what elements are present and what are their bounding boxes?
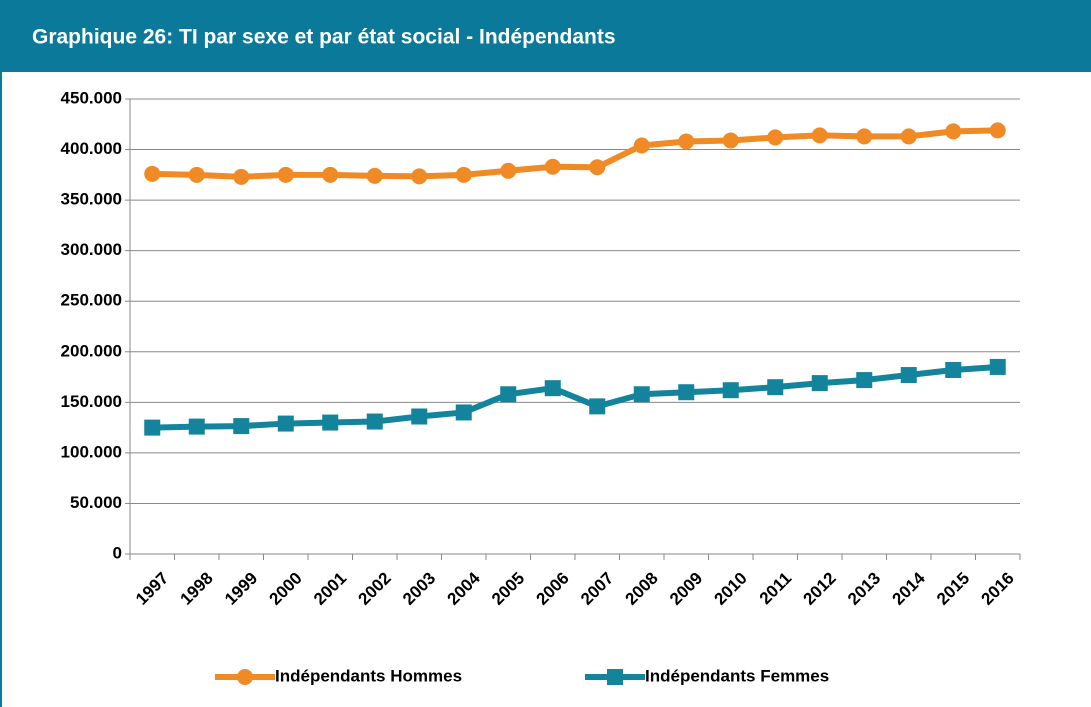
marker [589,159,606,176]
marker [144,165,161,182]
marker [767,379,784,396]
marker [856,128,873,145]
x-tick-label: 2003 [399,569,439,609]
marker [678,384,695,401]
marker [722,382,739,399]
y-tick-label: 100.000 [61,442,122,461]
marker [277,415,294,432]
x-tick-label: 2008 [622,569,662,609]
x-tick-label: 1998 [177,569,217,609]
marker [500,162,517,179]
marker [277,166,294,183]
marker [144,419,161,436]
x-tick-label: 2014 [889,568,930,609]
marker [633,386,650,403]
x-tick-label: 1999 [221,569,261,609]
marker [188,418,205,435]
marker [989,122,1006,139]
y-tick-label: 200.000 [61,341,122,360]
x-tick-label: 2004 [444,568,485,609]
y-tick-label: 150.000 [61,392,122,411]
marker [455,166,472,183]
marker [678,133,695,150]
y-tick-label: 250.000 [61,291,122,310]
y-tick-label: 50.000 [70,493,122,512]
x-tick-label: 2011 [756,569,796,609]
marker [767,129,784,146]
x-tick-label: 2002 [355,569,395,609]
chart-title: Graphique 26: TI par sexe et par état so… [32,26,616,49]
legend-label: Indépendants Hommes [275,666,462,685]
x-tick-label: 2015 [933,569,973,609]
marker [945,123,962,140]
marker [411,168,428,185]
marker [188,166,205,183]
y-tick-label: 450.000 [61,88,122,107]
marker [544,158,561,175]
marker [589,398,606,415]
marker [366,167,383,184]
legend-marker [237,669,253,685]
marker [811,127,828,144]
marker [900,128,917,145]
marker [500,386,517,403]
marker [811,375,828,392]
y-tick-label: 0 [113,543,122,562]
x-tick-label: 2009 [666,569,706,609]
y-tick-label: 400.000 [61,139,122,158]
marker [722,132,739,149]
x-tick-label: 2006 [533,569,573,609]
x-tick-label: 2016 [978,569,1018,609]
x-tick-label: 2007 [577,569,617,609]
legend-marker [607,669,623,685]
header-bar [0,0,1091,72]
marker [366,413,383,430]
legend-label: Indépendants Femmes [645,666,829,685]
x-tick-label: 2000 [266,569,306,609]
marker [322,414,339,431]
marker [233,168,250,185]
x-tick-label: 2010 [711,569,751,609]
y-tick-label: 350.000 [61,190,122,209]
x-tick-label: 2005 [488,569,528,609]
x-tick-label: 2012 [800,569,840,609]
marker [989,358,1006,375]
x-tick-label: 1997 [132,569,172,609]
x-tick-label: 2013 [844,569,884,609]
y-tick-label: 300.000 [61,240,122,259]
marker [900,367,917,384]
marker [455,404,472,421]
marker [633,137,650,154]
marker [544,380,561,397]
marker [856,372,873,389]
marker [411,408,428,425]
x-tick-label: 2001 [310,569,350,609]
marker [233,418,250,435]
marker [945,361,962,378]
marker [322,166,339,183]
